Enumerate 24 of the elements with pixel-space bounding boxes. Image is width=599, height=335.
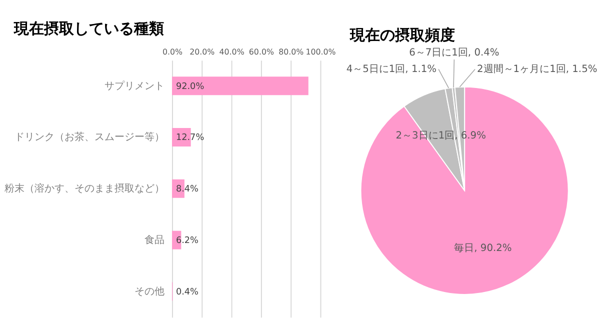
y-tick-label: ドリンク（お茶、スムージー等）	[14, 131, 165, 144]
data-label: 12.7%	[176, 133, 204, 144]
x-tick-label: 0.0%	[162, 48, 184, 57]
x-tick-label: 80.0%	[278, 48, 304, 57]
slice-label: 毎日, 90.2%	[454, 242, 512, 254]
chart-title: 現在摂取している種類	[12, 20, 164, 38]
chart-title: 現在の摂取頻度	[348, 26, 455, 44]
y-tick-label: サプリメント	[104, 80, 165, 92]
x-tick-label: 40.0%	[219, 48, 245, 57]
y-tick-label: 粉末（溶かす、そのまま摂取など）	[4, 182, 165, 195]
y-tick-label: その他	[134, 285, 165, 298]
y-tick-label: 食品	[144, 234, 165, 246]
x-tick-label: 60.0%	[248, 48, 274, 57]
pie-slice	[360, 86, 569, 295]
slice-label: 6～7日に1回, 0.4%	[409, 48, 500, 59]
x-tick-label: 20.0%	[190, 48, 216, 57]
slice-label: 2週間～1ヶ月に1回, 1.5%	[477, 64, 598, 76]
data-label: 0.4%	[176, 287, 199, 298]
x-tick-label: 100.0%	[306, 48, 336, 57]
bar	[172, 76, 308, 96]
data-label: 8.4%	[176, 184, 199, 195]
data-label: 92.0%	[176, 82, 204, 92]
slice-label: 4～5日に1回, 1.1%	[346, 64, 437, 76]
data-label: 6.2%	[176, 236, 199, 246]
